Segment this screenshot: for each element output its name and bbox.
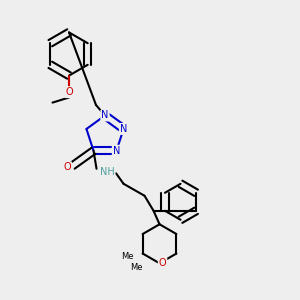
Text: NH: NH [100, 167, 114, 177]
Text: N: N [113, 146, 120, 156]
Text: O: O [159, 258, 167, 268]
Text: O: O [65, 87, 73, 97]
Text: Me: Me [122, 252, 134, 261]
Text: N: N [120, 124, 127, 134]
Text: O: O [63, 162, 71, 172]
Text: Me: Me [130, 262, 143, 272]
Text: N: N [101, 110, 109, 121]
